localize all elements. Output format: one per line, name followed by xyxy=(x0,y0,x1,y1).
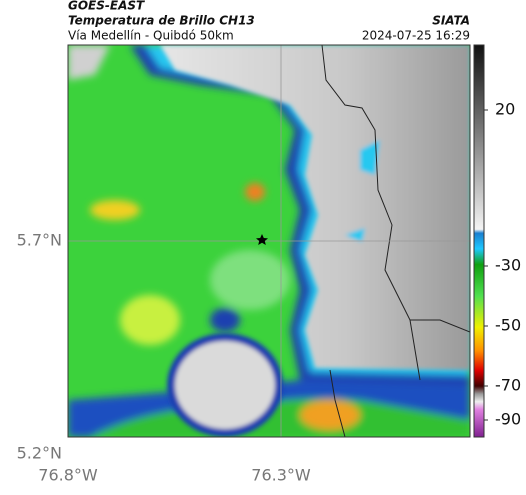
title: GOES-EAST xyxy=(68,0,145,13)
colorbar-label: -50 xyxy=(495,316,521,335)
satellite-image xyxy=(68,45,470,437)
timestamp: 2024-07-25 16:29 xyxy=(362,29,470,43)
route: Vía Medellín - Quibdó 50km xyxy=(68,29,234,43)
colorbar-label: -30 xyxy=(495,256,521,275)
lon-label: 76.8°W xyxy=(38,466,98,485)
colorbar-ticks xyxy=(484,109,488,421)
subtitle: Temperatura de Brillo CH13 xyxy=(68,14,255,28)
lat-label: 5.2°N xyxy=(17,444,62,463)
lon-label: 76.3°W xyxy=(251,466,311,485)
source: SIATA xyxy=(432,14,470,28)
colorbar xyxy=(473,44,485,438)
lat-label: 5.7°N xyxy=(17,231,62,250)
colorbar-label: -70 xyxy=(495,376,521,395)
colorbar-label: 20 xyxy=(495,100,515,119)
map-frame xyxy=(67,44,471,438)
colorbar-label: -90 xyxy=(495,410,521,429)
